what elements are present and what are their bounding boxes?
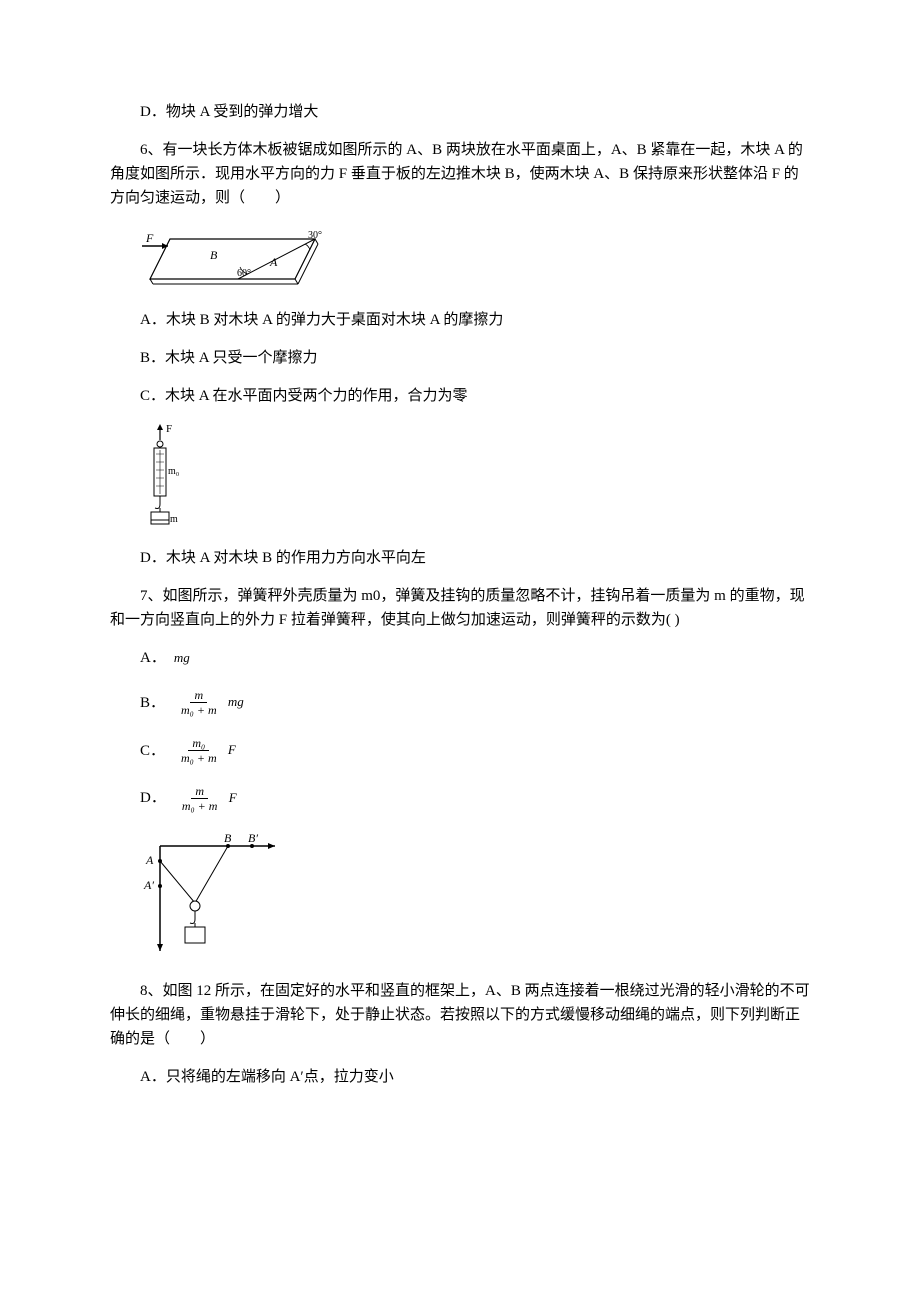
fig8-Ap: A′ — [143, 878, 154, 892]
q8-option-a: A．只将绳的左端移向 A′点，拉力变小 — [110, 1065, 810, 1089]
fig6-F: F — [145, 231, 154, 245]
fig8-Bp: B′ — [248, 831, 258, 845]
q7-d-label: D． — [140, 786, 166, 810]
q6-figure: F B A 60° 30° — [140, 224, 810, 294]
q8-figure: A A′ B B′ — [140, 831, 810, 961]
q7-b-num: m — [190, 688, 207, 703]
q7-c-tail: F — [228, 742, 236, 757]
fig8-A: A — [145, 853, 154, 867]
q5-option-d: D．物块 A 受到的弹力增大 — [110, 100, 810, 124]
q7-option-b: B． m m₀ + m mg — [140, 688, 810, 718]
q6-stem: 6、有一块长方体木板被锯成如图所示的 A、B 两块放在水平面桌面上，A、B 紧靠… — [110, 138, 810, 210]
q6-option-b: B．木块 A 只受一个摩擦力 — [110, 346, 810, 370]
q7-d-num: m — [191, 784, 208, 799]
q7-option-c: C． m₀ m₀ + m F — [140, 736, 810, 766]
q7-b-label: B． — [140, 691, 165, 715]
q7-c-num: m₀ — [188, 736, 209, 751]
q7-b-den: m₀ + m — [177, 703, 221, 717]
q7-option-a: A． mg — [140, 646, 810, 670]
fig6-60: 60° — [237, 268, 251, 279]
spring-m: m — [170, 514, 178, 525]
fig8-B: B — [224, 831, 232, 845]
q8-stem: 8、如图 12 所示，在固定好的水平和竖直的框架上，A、B 两点连接着一根绕过光… — [110, 979, 810, 1051]
q7-stem: 7、如图所示，弹簧秤外壳质量为 m0，弹簧及挂钩的质量忽略不计，挂钩吊着一质量为… — [110, 584, 810, 632]
fig6-A: A — [269, 255, 278, 269]
q7-b-tail: mg — [228, 694, 244, 709]
fig6-30: 30° — [308, 230, 322, 241]
q7-c-den: m₀ + m — [177, 751, 221, 765]
q6-option-c: C．木块 A 在水平面内受两个力的作用，合力为零 — [110, 384, 810, 408]
q7-d-tail: F — [229, 789, 237, 804]
q6-option-a: A．木块 B 对木块 A 的弹力大于桌面对木块 A 的摩擦力 — [110, 308, 810, 332]
q6-option-d: D．木块 A 对木块 B 的作用力方向水平向左 — [110, 546, 810, 570]
q7-a-expr: mg — [174, 648, 190, 669]
spring-F: F — [166, 423, 172, 435]
spring-scale-figure: F m₀ m — [140, 422, 810, 532]
q7-d-den: m₀ + m — [178, 799, 222, 813]
q7-a-label: A． — [140, 646, 166, 670]
q7-c-label: C． — [140, 739, 165, 763]
q7-option-d: D． m m₀ + m F — [140, 784, 810, 814]
fig6-B: B — [210, 248, 218, 262]
spring-m0: m₀ — [168, 466, 180, 477]
